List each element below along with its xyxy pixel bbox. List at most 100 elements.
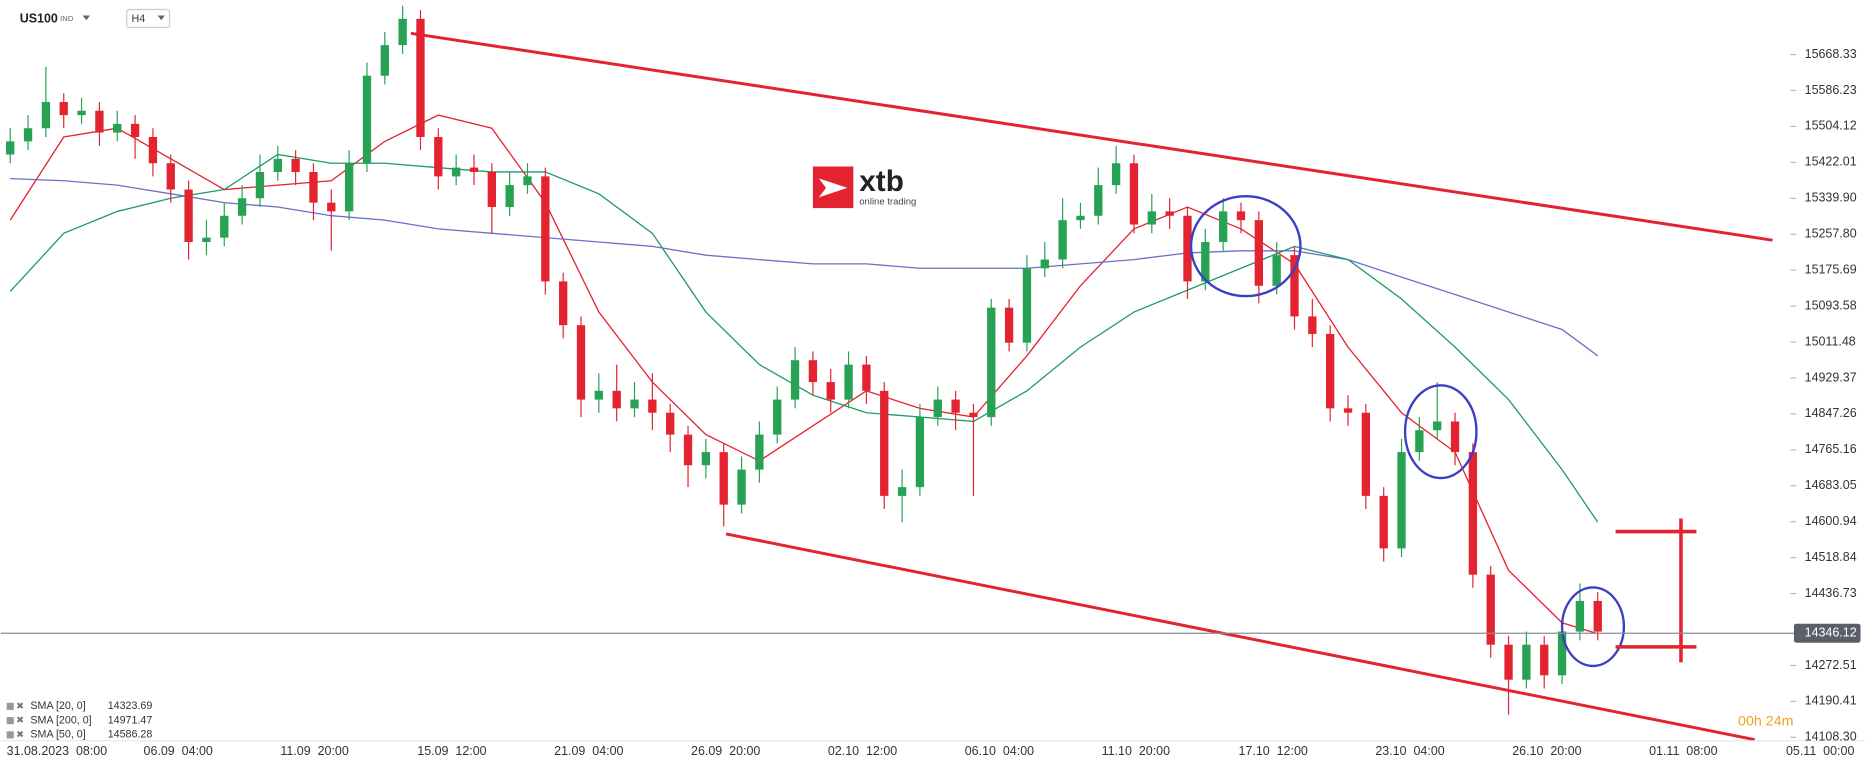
candle-body xyxy=(862,364,871,391)
candle-body xyxy=(1540,644,1549,676)
candle-body xyxy=(327,202,336,212)
candle-body xyxy=(1415,430,1424,453)
candle-body xyxy=(416,18,425,137)
y-tick-label: 15586.23 xyxy=(1805,83,1857,97)
candle-body xyxy=(737,469,746,505)
candle-body xyxy=(130,123,140,137)
candle-body xyxy=(505,185,514,208)
candle-body xyxy=(291,158,300,173)
candle-body xyxy=(380,45,389,76)
y-tick-label: 15504.12 xyxy=(1805,119,1857,133)
candle-body xyxy=(1058,220,1067,260)
candle-body xyxy=(1557,631,1567,676)
y-tick-label: 14272.51 xyxy=(1805,658,1857,672)
candle-body xyxy=(59,101,68,116)
candle-body xyxy=(559,281,568,326)
dropdown-arrow[interactable] xyxy=(82,15,90,21)
axes: 15668.33 15586.23 15504.12 15422.01 15339.90… xyxy=(0,47,1861,758)
y-tick-label: 14765.16 xyxy=(1805,442,1857,456)
candle-body xyxy=(1147,211,1156,225)
y-tick-label: 15175.69 xyxy=(1805,262,1857,276)
y-tick-label: 14683.05 xyxy=(1805,478,1857,492)
candle-body xyxy=(309,172,318,203)
candle-body xyxy=(612,390,621,409)
candle-body xyxy=(969,412,978,418)
candle-body xyxy=(1004,307,1014,343)
candle-body xyxy=(987,307,996,418)
candle-body xyxy=(1343,408,1353,413)
candle-body xyxy=(344,163,354,212)
candle-body xyxy=(933,399,942,418)
candle-body xyxy=(95,110,104,133)
x-tick-label: 06.09 04:00 xyxy=(144,744,213,758)
candle-body xyxy=(826,382,835,400)
x-tick-label: 31.08.2023 08:00 xyxy=(7,744,108,758)
candle-body xyxy=(77,110,86,116)
candle-body xyxy=(844,364,853,400)
candle-body xyxy=(1593,600,1602,632)
candle-body xyxy=(1379,495,1388,549)
candle-body xyxy=(1575,600,1585,632)
highlight-ellipse xyxy=(1403,384,1478,480)
candle-body xyxy=(648,399,657,413)
legend-icon xyxy=(6,702,14,710)
candle-body xyxy=(666,412,675,435)
candle-body xyxy=(273,158,282,173)
y-tick-label: 14600.94 xyxy=(1805,514,1857,528)
instrument-type: IND xyxy=(60,14,74,23)
candle-body xyxy=(166,163,175,190)
candle-body xyxy=(113,123,122,133)
y-tick-label: 14436.73 xyxy=(1805,586,1857,600)
candle-body xyxy=(1111,163,1121,186)
candle-body xyxy=(541,176,550,282)
y-tick-label: 15011.48 xyxy=(1805,334,1856,348)
timeframe[interactable]: H4 xyxy=(132,13,146,25)
candle-body xyxy=(434,136,443,177)
candle-body xyxy=(1397,452,1406,549)
candle-body xyxy=(451,167,461,177)
candle-body xyxy=(1236,211,1246,221)
candle-body xyxy=(755,434,764,470)
candle-body xyxy=(915,417,925,488)
candle-body xyxy=(880,390,889,496)
current-price-label: 14346.12 xyxy=(1805,626,1857,640)
trend-line xyxy=(410,31,1773,242)
y-tick-label: 14190.41 xyxy=(1805,694,1857,708)
candle-body xyxy=(41,101,51,129)
candle-body xyxy=(1308,316,1317,334)
candle-body xyxy=(1433,421,1442,431)
y-tick-label: 15422.01 xyxy=(1805,155,1857,169)
candle-body xyxy=(1183,215,1192,282)
candle-body xyxy=(1272,255,1281,286)
legend-icon xyxy=(6,731,14,739)
legend-name: SMA [200, 0] xyxy=(30,714,91,726)
candle-body xyxy=(202,237,211,243)
x-tick-label: 15.09 12:00 xyxy=(417,744,486,758)
candle-body xyxy=(1218,211,1228,243)
candle-body xyxy=(1040,259,1049,269)
timeframe-select[interactable] xyxy=(126,8,171,28)
candle-body xyxy=(701,452,711,466)
y-tick-label: 15093.58 xyxy=(1805,298,1857,312)
legend-cross: ✖ xyxy=(16,729,24,740)
candle-body xyxy=(683,434,693,466)
candle-body xyxy=(1076,215,1085,221)
candle-body xyxy=(362,75,372,164)
legend: ✖ SMA [20, 0] 14323.69 ✖ SMA [200, 0] 14971.4… xyxy=(6,700,152,741)
y-tick-label: 15668.33 xyxy=(1805,47,1857,61)
candle-body xyxy=(630,399,639,409)
candle-body xyxy=(1486,574,1495,645)
instrument[interactable]: US100 xyxy=(20,11,58,25)
highlight-ellipse xyxy=(1560,586,1626,668)
candle-body xyxy=(808,360,818,383)
candle-body xyxy=(773,399,782,435)
candle-body xyxy=(1504,644,1513,680)
candle-body xyxy=(1326,333,1335,409)
dropdown-arrow[interactable] xyxy=(157,15,165,21)
candle-body xyxy=(1254,220,1263,286)
candle-body xyxy=(398,18,407,46)
candle-body xyxy=(1201,242,1210,282)
candle-body xyxy=(1129,163,1139,225)
bar-timer: 00h 24m xyxy=(1738,714,1793,730)
y-tick-label: 15257.80 xyxy=(1805,227,1857,241)
